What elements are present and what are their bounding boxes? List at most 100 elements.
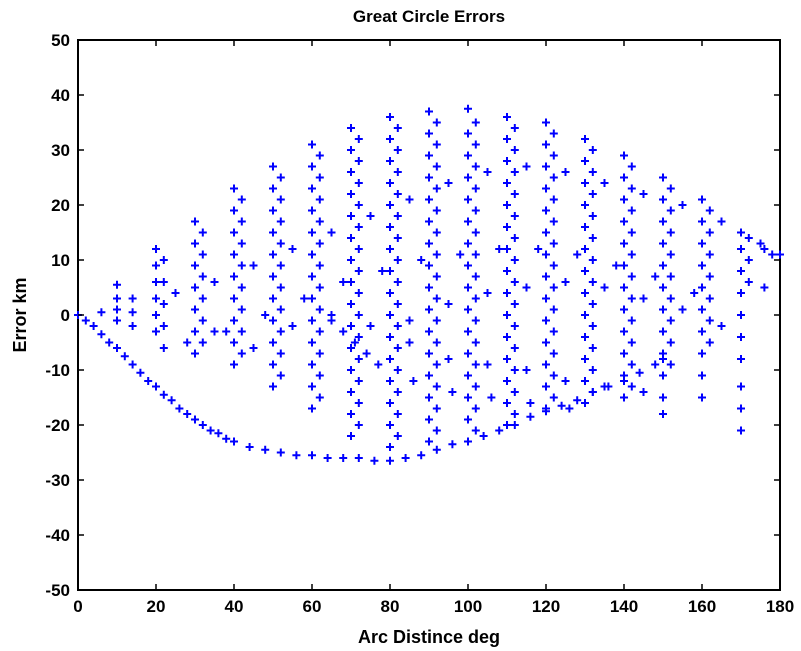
data-point — [432, 118, 441, 127]
data-point — [81, 316, 90, 325]
y-tick-label: 40 — [51, 86, 70, 105]
data-point — [425, 327, 433, 336]
data-point — [354, 245, 363, 253]
data-point — [464, 195, 472, 204]
data-point — [471, 162, 480, 171]
data-point — [300, 294, 309, 303]
data-point — [503, 267, 511, 275]
data-point — [581, 333, 589, 341]
data-point — [425, 151, 433, 160]
data-point — [425, 371, 433, 380]
data-point — [581, 289, 589, 297]
data-point — [510, 410, 519, 418]
data-point — [339, 278, 348, 286]
data-point — [581, 223, 589, 231]
data-point — [705, 316, 714, 325]
data-point — [308, 338, 316, 347]
data-point — [444, 179, 453, 187]
data-point — [191, 327, 199, 336]
data-point — [393, 366, 402, 374]
data-point — [393, 190, 402, 198]
data-point — [549, 173, 558, 182]
data-point — [269, 272, 277, 281]
data-point — [464, 415, 472, 424]
data-point — [542, 294, 550, 303]
data-point — [581, 135, 589, 143]
data-point — [581, 179, 589, 187]
data-point — [354, 135, 363, 143]
data-point — [737, 245, 745, 253]
data-point — [768, 250, 777, 259]
data-point — [276, 195, 285, 204]
data-point — [432, 228, 441, 237]
data-point — [198, 294, 207, 303]
data-point — [347, 234, 355, 242]
data-point — [276, 371, 285, 380]
data-point — [105, 338, 114, 347]
data-point — [659, 173, 667, 182]
data-point — [159, 256, 168, 264]
data-point — [581, 311, 589, 319]
data-point — [542, 228, 550, 237]
data-point — [503, 399, 511, 407]
data-point — [705, 228, 714, 237]
data-points — [74, 104, 784, 465]
data-point — [152, 261, 160, 270]
data-point — [573, 250, 582, 259]
data-point — [464, 129, 472, 138]
data-point — [659, 195, 667, 204]
data-point — [89, 322, 98, 330]
data-point — [393, 278, 402, 286]
x-tick-label: 120 — [532, 597, 560, 616]
data-point — [171, 289, 180, 297]
data-point — [269, 316, 277, 325]
data-point — [315, 239, 324, 248]
data-point — [542, 162, 550, 171]
data-point — [471, 316, 480, 325]
data-point — [666, 360, 675, 369]
data-point — [237, 305, 246, 314]
data-point — [191, 283, 199, 292]
data-point — [737, 355, 745, 363]
data-point — [666, 184, 675, 193]
data-point — [237, 217, 246, 226]
data-point — [464, 283, 472, 292]
data-point — [409, 377, 418, 385]
data-point — [128, 322, 137, 330]
data-point — [581, 267, 589, 275]
data-point — [503, 201, 511, 209]
data-point — [737, 289, 745, 297]
data-point — [620, 151, 628, 160]
data-point — [97, 330, 106, 339]
data-point — [471, 426, 480, 435]
data-point — [393, 168, 402, 176]
data-point — [308, 360, 316, 369]
data-point — [261, 445, 270, 454]
data-point — [612, 261, 621, 270]
data-point — [503, 113, 511, 121]
data-point — [444, 300, 453, 308]
data-point — [471, 250, 480, 259]
data-point — [464, 393, 472, 402]
data-point — [495, 245, 504, 253]
data-point — [561, 278, 570, 286]
data-point — [366, 212, 375, 220]
data-point — [425, 173, 433, 182]
data-point — [347, 344, 355, 352]
data-point — [542, 360, 550, 369]
data-point — [705, 206, 714, 215]
data-point — [760, 245, 769, 253]
data-point — [432, 338, 441, 347]
data-point — [565, 404, 574, 413]
data-point — [308, 272, 316, 281]
data-point — [526, 412, 535, 421]
data-point — [549, 261, 558, 270]
data-point — [549, 393, 558, 402]
data-point — [386, 267, 394, 275]
data-point — [627, 382, 636, 391]
y-axis-label: Error km — [10, 277, 30, 352]
data-point — [744, 278, 753, 286]
data-point — [510, 212, 519, 220]
x-tick-label: 140 — [610, 597, 638, 616]
data-point — [315, 195, 324, 204]
